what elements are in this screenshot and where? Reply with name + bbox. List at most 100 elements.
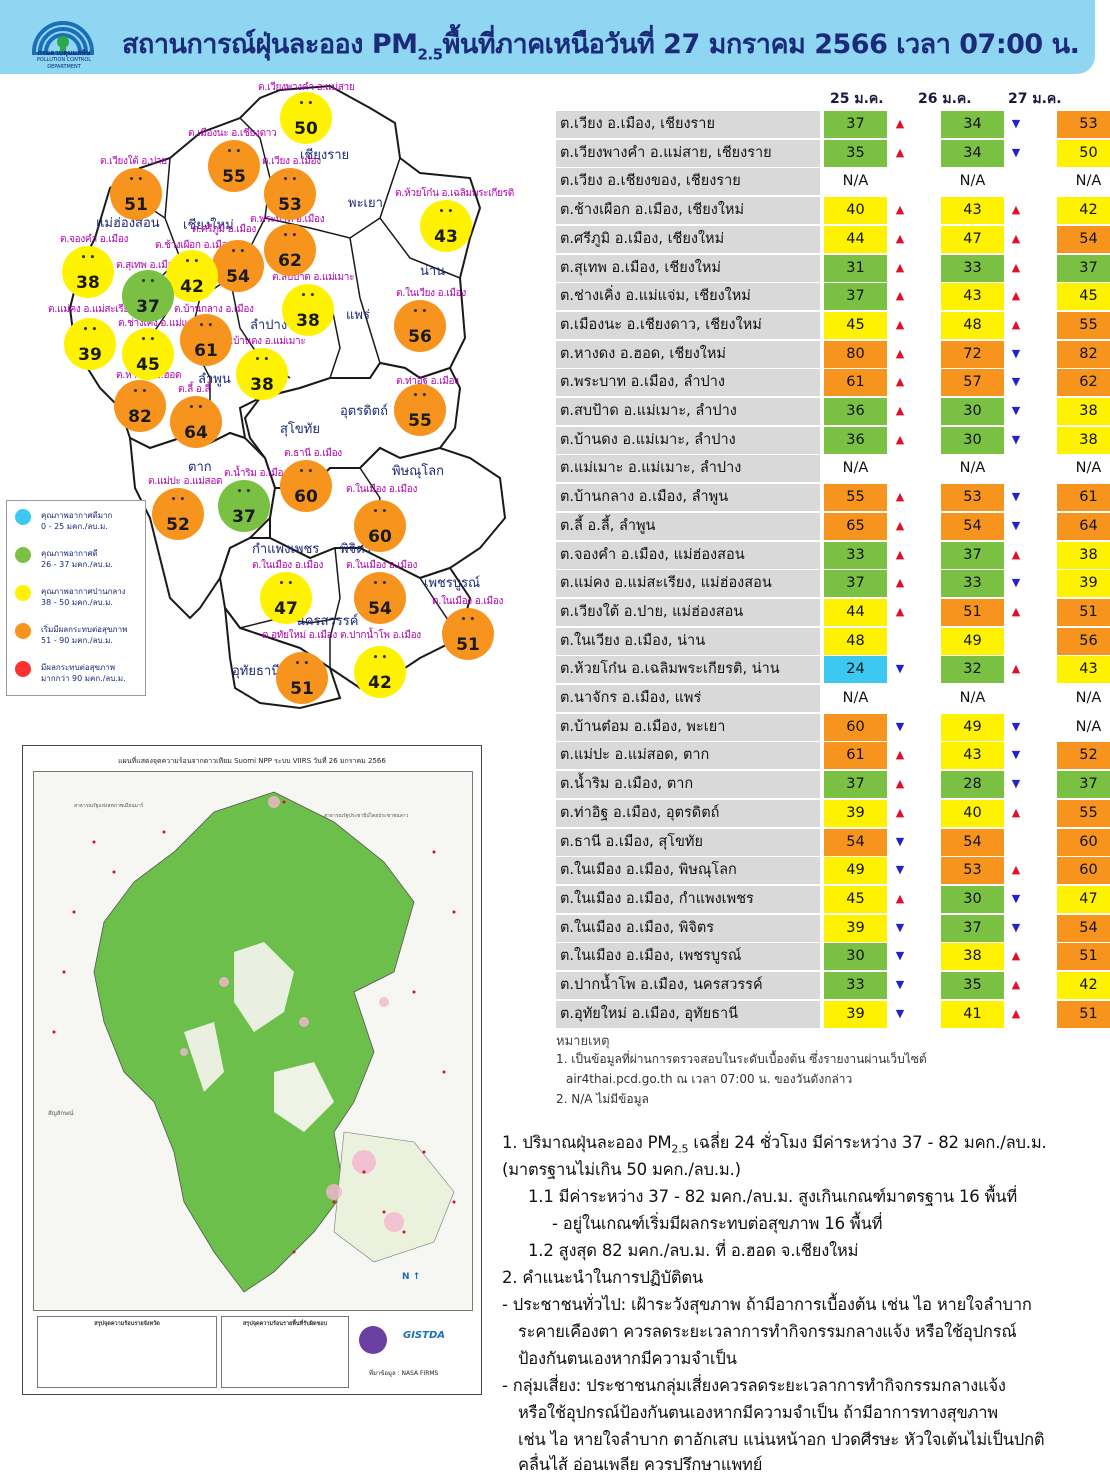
station-bubble: • • 43	[420, 200, 472, 252]
pm25-value-cell: 37	[1057, 254, 1110, 282]
pm25-value-cell: 35	[941, 972, 1004, 999]
station-label: ต.ช่างเคิ่ง อ.แม่แจ่ม	[118, 318, 200, 329]
table-row: ต.แม่คง อ.แม่สะเรียง, แม่ฮ่องสอน 37 ▲ 33 ▼ 39…	[556, 570, 1110, 598]
station-name-cell: ต.ในเมือง อ.เมือง, เพชรบูรณ์	[556, 943, 820, 971]
pm25-value-cell: 51	[1057, 598, 1110, 626]
trend-up-icon: ▲	[1011, 289, 1021, 303]
station-label: ต.ลี้ อ.ลี้	[178, 384, 211, 395]
station-label: ต.สุเทพ อ.เมือง	[116, 260, 178, 271]
hotspot-satellite-map: แผนที่แสดงจุดความร้อนจากดาวเทียม Suomi N…	[22, 745, 482, 1395]
smiley-face-icon: • •	[140, 277, 156, 287]
trend-up-icon: ▲	[1011, 317, 1021, 331]
pm25-value-cell: 61	[824, 742, 887, 770]
table-row: ต.ท่าอิฐ อ.เมือง, อุตรดิตถ์39▲40▲55▲	[556, 799, 1110, 827]
station-bubble: • • 42	[354, 646, 406, 698]
trend-down-icon: ▼	[1011, 117, 1021, 130]
station-bubble: • • 64	[170, 396, 222, 448]
table-row: ต.ในเมือง อ.เมือง, เพชรบูรณ์30▼38▲51▲	[556, 943, 1110, 971]
pm25-value-cell: 61	[824, 369, 887, 397]
satellite-map-frame: สาธารณรัฐแห่งสหภาพเมียนมาร์ สาธารณรัฐประ…	[33, 771, 473, 1311]
trend-up-icon: ▲	[1011, 949, 1021, 963]
station-bubble: • • 82	[114, 380, 166, 432]
note-item: air4thai.pcd.go.th ณ เวลา 07:00 น. ของวั…	[566, 1072, 853, 1086]
province-label: น่าน	[420, 264, 446, 279]
frown-face-icon: • •	[226, 147, 242, 157]
smiley-face-icon: • •	[372, 653, 388, 663]
station-name-cell: ต.เวียงใต้ อ.ปาย, แม่ฮ่องสอน	[556, 598, 820, 626]
station-name-cell: ต.ในเมือง อ.เมือง, พิษณุโลก	[556, 857, 820, 885]
pm25-value-cell: 72	[941, 340, 1004, 368]
table-row: ต.ลี้ อ.ลี้, ลำพูน65▲54▼64▲	[556, 512, 1110, 540]
station-name-cell: ต.ศรีภูมิ อ.เมือง, เชียงใหม่	[556, 225, 820, 253]
station-name-cell: ต.ในเวียง อ.เมือง, น่าน	[556, 627, 820, 655]
column-header-day2: 26 ม.ค.	[918, 91, 972, 107]
trend-up-icon: ▲	[895, 289, 905, 303]
station-name-cell: ต.เวียง อ.เมือง, เชียงราย	[556, 111, 820, 138]
pm25-value-cell: 32	[941, 656, 1004, 684]
trend-up-icon: ▲	[895, 260, 905, 274]
trend-down-icon: ▼	[895, 863, 905, 877]
pm25-value-cell: 54	[941, 828, 1004, 856]
station-label: ต.บ้านกลาง อ.เมือง	[174, 304, 254, 315]
pm25-value-cell: 34	[941, 139, 1004, 167]
pm25-value-cell: 36	[824, 426, 887, 454]
header-banner: กรมควบคุมมลพิษ POLLUTION CONTROL DEPARTM…	[0, 0, 1095, 74]
legend-color-dot	[15, 661, 31, 677]
station-name-cell: ต.ท่าอิฐ อ.เมือง, อุตรดิตถ์	[556, 799, 820, 827]
province-label: กำแพงเพชร	[252, 542, 320, 557]
legend-color-dot	[15, 585, 31, 601]
station-bubble: • • 61	[180, 314, 232, 366]
frown-face-icon: • •	[128, 175, 144, 185]
station-bubble: • • 38	[62, 246, 114, 298]
pm25-value-cell: 39	[824, 1000, 887, 1028]
trend-up-icon: ▲	[895, 891, 905, 905]
trend-up-icon: ▲	[1011, 547, 1021, 561]
trend-up-icon: ▲	[1011, 203, 1021, 217]
station-name-cell: ต.ห้วยโก๋น อ.เฉลิมพระเกียรติ, น่าน	[556, 656, 820, 684]
smiley-face-icon: • •	[80, 253, 96, 263]
north-arrow-icon: N ↑	[402, 1272, 421, 1282]
station-name-cell: ต.ลี้ อ.ลี้, ลำพูน	[556, 512, 820, 540]
trend-down-icon: ▼	[1011, 719, 1021, 733]
pm25-value-cell: N/A	[1075, 173, 1102, 190]
frown-face-icon: • •	[170, 495, 186, 505]
station-bubble: • • 60	[280, 460, 332, 512]
trend-down-icon: ▼	[1011, 145, 1021, 159]
pm25-value-cell: 60	[1057, 857, 1110, 885]
pm25-value-cell: 49	[941, 713, 1004, 741]
station-label: ต.น้ำริม อ.เมือง	[224, 468, 288, 479]
station-bubble: • • 45	[122, 328, 174, 380]
summary-line: 1. ปริมาณฝุ่นละออง PM2.5 เฉลี่ย 24 ชั่วโ…	[502, 1133, 1047, 1156]
pm25-value-cell: 62	[1057, 369, 1110, 397]
station-bubble: • • 47	[260, 572, 312, 624]
station-label: ต.ในเมือง อ.เมือง	[432, 596, 504, 607]
trend-up-icon: ▲	[1011, 805, 1021, 819]
north-thailand-map: เชียงราย พะเยา แม่ฮ่องสอน เชียงใหม่ น่าน…	[0, 78, 540, 718]
pm25-value-cell: 54	[1057, 225, 1110, 253]
column-header-day1: 25 ม.ค.	[830, 91, 884, 107]
pm25-value-cell: 24	[824, 656, 887, 684]
trend-up-icon: ▲	[895, 231, 905, 245]
station-label: ต.ช้างเผือก อ.เมือง	[155, 240, 232, 251]
station-bubble: • • 54	[212, 240, 264, 292]
frown-face-icon: • •	[372, 579, 388, 589]
frown-face-icon: • •	[188, 403, 204, 413]
trend-up-icon: ▲	[895, 604, 905, 618]
pm25-value-cell: 38	[1057, 541, 1110, 569]
province-label: นครสวรรค์	[296, 614, 359, 629]
pm25-value-cell: 31	[824, 254, 887, 282]
table-row: ต.ห้วยโก๋น อ.เฉลิมพระเกียรติ, น่าน 24 ▼ 32 ▲…	[556, 656, 1110, 684]
frown-face-icon: • •	[412, 391, 428, 401]
pm25-value-cell: 48	[941, 311, 1004, 339]
station-label: ต.จองคำ อ.เมือง	[60, 234, 129, 245]
summary-line: หรือใช้อุปกรณ์ป้องกันตนเองหากมีความจำเป็…	[518, 1403, 998, 1422]
pm25-value-cell: 45	[824, 311, 887, 339]
trend-down-icon: ▼	[1011, 518, 1021, 532]
province-label: แม่ฮ่องสอน	[96, 216, 160, 231]
pm25-value-cell: 82	[1057, 340, 1110, 368]
pm25-value-cell: 50	[1057, 139, 1110, 167]
table-row: ต.เวียงใต้ อ.ปาย, แม่ฮ่องสอน 44 ▲ 51 ▲ 51	[556, 598, 1110, 626]
